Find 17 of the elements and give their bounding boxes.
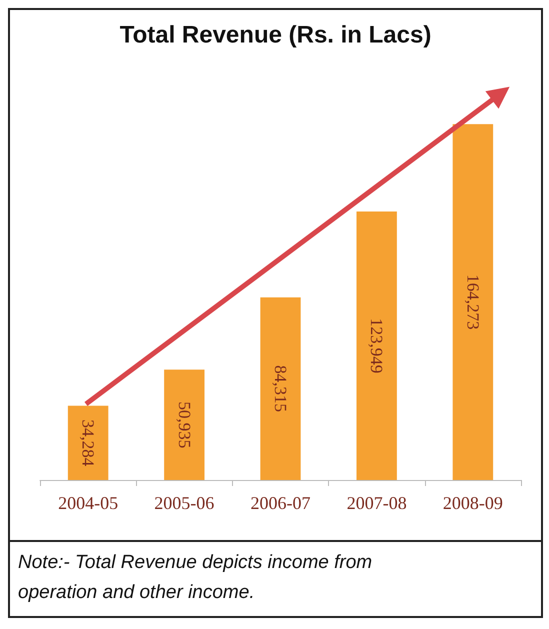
text: Note:- Total Revenue depicts income from operation and other income. xyxy=(18,551,374,605)
data-label: 164,273 xyxy=(463,274,482,330)
bar xyxy=(452,124,494,480)
bar xyxy=(260,297,301,480)
data-label: 34,284 xyxy=(78,419,98,467)
bar xyxy=(164,370,204,480)
data-label: 50,935 xyxy=(174,401,194,448)
x-tick-label: 2008-09 xyxy=(442,493,503,513)
bar xyxy=(68,406,108,480)
chart-title: Total Revenue (Rs. in Lacs) xyxy=(120,22,432,48)
x-tick-label: 2006-07 xyxy=(250,493,310,513)
data-label: 123,949 xyxy=(367,318,386,374)
x-tick-label: 2005-06 xyxy=(154,493,214,513)
data-label: 84,315 xyxy=(271,365,290,412)
x-tick-label: 2004-05 xyxy=(58,493,118,513)
bar xyxy=(356,211,397,480)
x-tick-label: 2007-08 xyxy=(346,493,407,513)
